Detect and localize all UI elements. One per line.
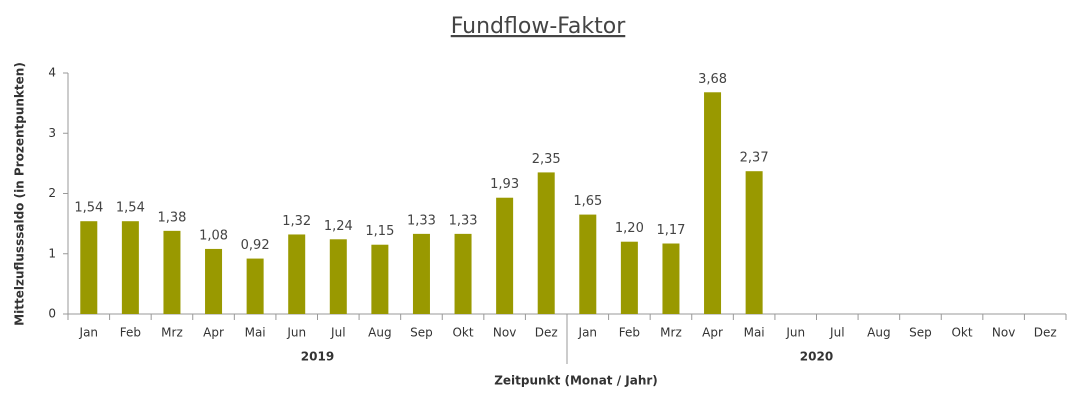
x-tick-label: Dez <box>535 326 558 340</box>
value-label: 1,08 <box>199 228 228 243</box>
x-tick-label: Jul <box>829 326 844 340</box>
bar <box>412 233 430 314</box>
x-tick-label: Mai <box>744 326 765 340</box>
x-tick-label: Feb <box>120 326 141 340</box>
group-label: 2020 <box>800 350 833 364</box>
x-tick-label: Jun <box>286 326 306 340</box>
y-tick-label: 1 <box>48 246 56 260</box>
y-tick-label: 4 <box>48 66 56 80</box>
value-label: 1,32 <box>282 214 311 229</box>
value-label: 2,35 <box>532 152 561 167</box>
y-tick-label: 3 <box>48 126 56 140</box>
x-tick-label: Nov <box>493 326 516 340</box>
value-label: 1,38 <box>157 210 186 225</box>
bar <box>454 233 472 314</box>
bar <box>662 243 680 314</box>
bar <box>288 234 306 314</box>
value-label: 0,92 <box>241 238 270 253</box>
x-tick-label: Feb <box>619 326 640 340</box>
value-label: 1,93 <box>490 177 519 192</box>
x-tick-label: Jan <box>578 326 598 340</box>
value-label: 1,54 <box>116 201 145 216</box>
value-label: 1,20 <box>615 221 644 236</box>
x-tick-label: Sep <box>410 326 433 340</box>
x-tick-label: Aug <box>368 326 391 340</box>
bar <box>205 248 223 314</box>
bar <box>579 214 597 314</box>
value-label: 1,17 <box>656 223 685 238</box>
value-label: 1,15 <box>365 224 394 239</box>
bar <box>246 258 264 314</box>
bar <box>121 221 139 314</box>
x-tick-label: Mrz <box>660 326 682 340</box>
chart-title: Fundflow-Faktor <box>451 14 626 39</box>
x-axis-label: Zeitpunkt (Monat / Jahr) <box>494 374 658 388</box>
x-tick-label: Jan <box>79 326 99 340</box>
value-label: 1,33 <box>407 213 436 228</box>
bar <box>745 171 763 314</box>
bar <box>496 197 514 314</box>
value-label: 2,37 <box>740 151 769 166</box>
value-label: 1,24 <box>324 219 353 234</box>
bar <box>620 241 638 314</box>
x-tick-label: Dez <box>1034 326 1057 340</box>
x-tick-label: Jul <box>330 326 345 340</box>
y-axis-label: Mittelzuflusssaldo (in Prozentpunkten) <box>13 62 27 326</box>
bar <box>704 92 722 314</box>
x-tick-label: Jun <box>785 326 805 340</box>
bar <box>537 172 555 314</box>
value-label: 1,65 <box>573 194 602 209</box>
x-tick-label: Okt <box>951 326 972 340</box>
bar <box>329 239 347 314</box>
x-tick-label: Apr <box>203 326 224 340</box>
x-tick-label: Sep <box>909 326 932 340</box>
x-tick-label: Apr <box>702 326 723 340</box>
value-label: 1,33 <box>449 213 478 228</box>
x-tick-label: Mai <box>245 326 266 340</box>
value-label: 3,68 <box>698 72 727 87</box>
y-tick-label: 0 <box>48 307 56 321</box>
bar <box>163 230 181 314</box>
y-tick-label: 2 <box>48 186 56 200</box>
x-tick-label: Mrz <box>161 326 183 340</box>
value-label: 1,54 <box>74 201 103 216</box>
x-tick-label: Okt <box>452 326 473 340</box>
bar <box>80 221 98 314</box>
group-label: 2019 <box>301 350 334 364</box>
x-tick-label: Nov <box>992 326 1015 340</box>
x-tick-label: Aug <box>867 326 890 340</box>
bar <box>371 244 389 314</box>
